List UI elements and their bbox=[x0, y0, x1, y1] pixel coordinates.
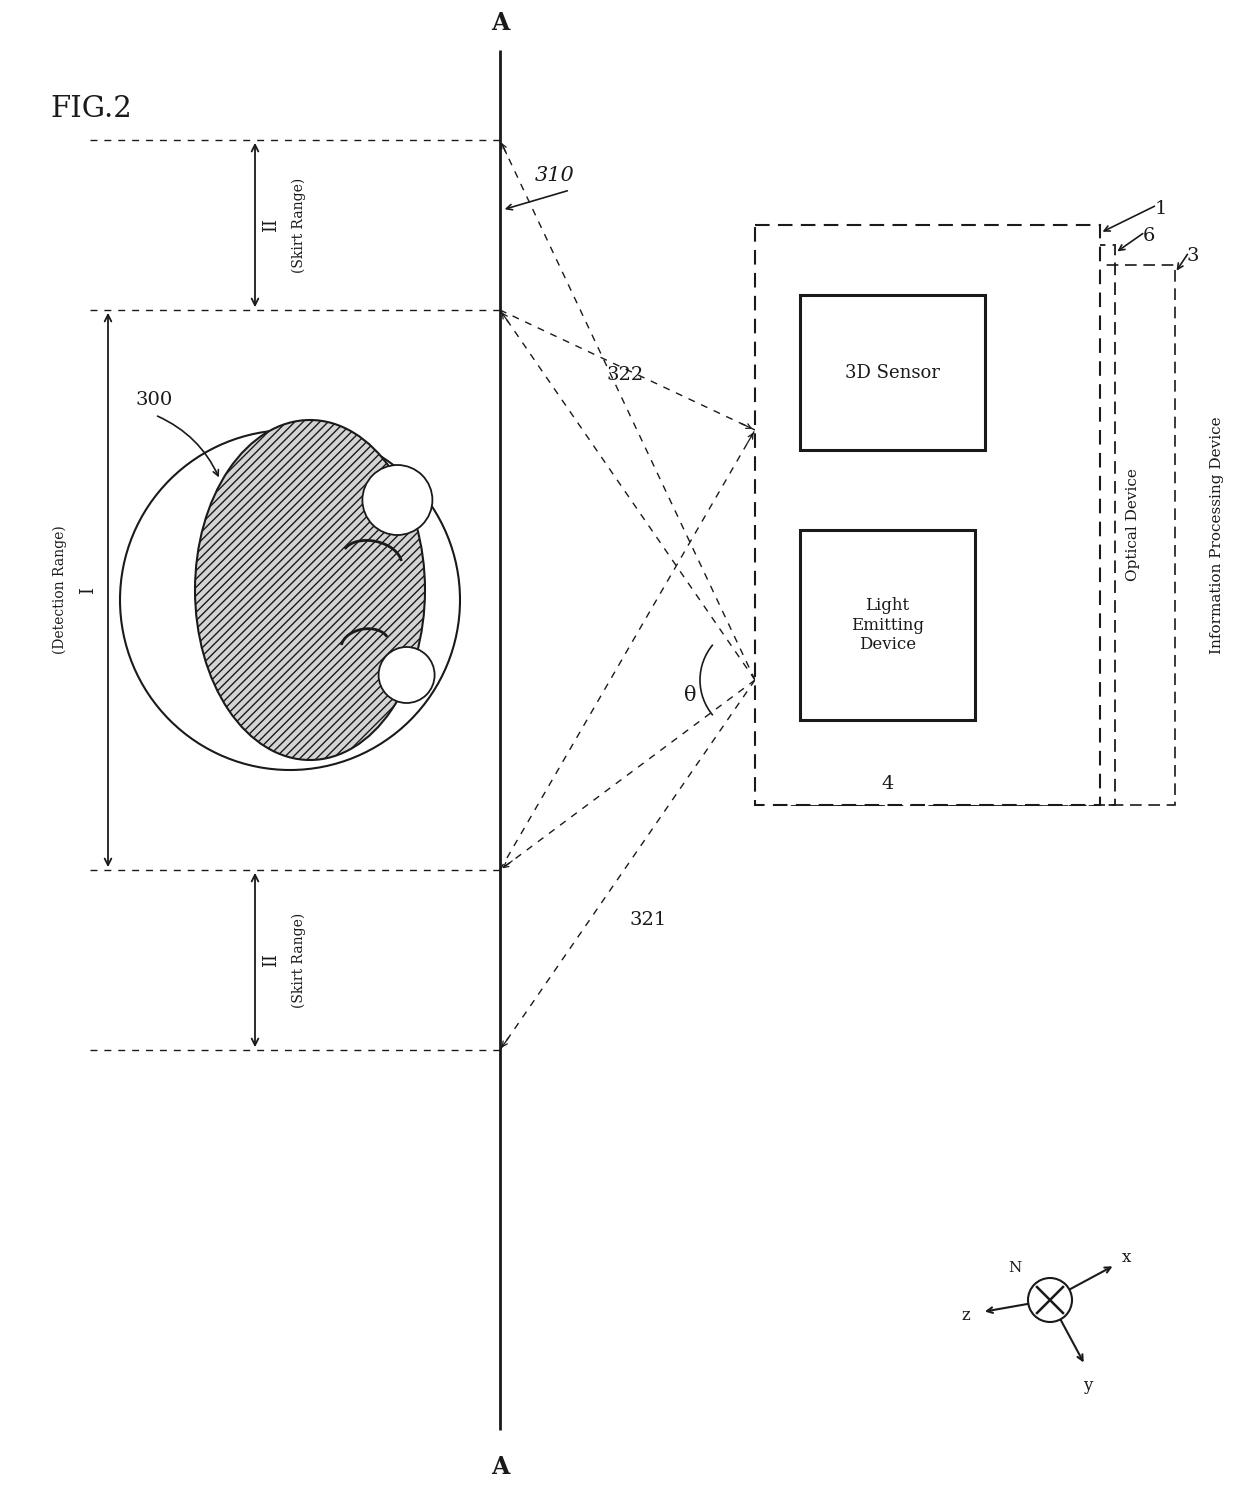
Text: II: II bbox=[262, 952, 280, 967]
Text: Light
Emitting
Device: Light Emitting Device bbox=[851, 597, 924, 653]
Text: 321: 321 bbox=[630, 911, 667, 929]
Text: 322: 322 bbox=[606, 366, 644, 384]
Bar bbox=[800, 295, 985, 449]
Text: (Skirt Range): (Skirt Range) bbox=[291, 177, 306, 272]
Text: FIG.2: FIG.2 bbox=[50, 95, 131, 124]
Circle shape bbox=[378, 647, 434, 702]
Circle shape bbox=[362, 466, 433, 536]
Text: 4: 4 bbox=[882, 775, 894, 793]
Text: (Detection Range): (Detection Range) bbox=[53, 525, 67, 655]
Bar bbox=[800, 530, 975, 720]
Text: I: I bbox=[79, 586, 97, 594]
Text: z: z bbox=[961, 1306, 970, 1323]
Text: x: x bbox=[1122, 1250, 1131, 1266]
Bar bbox=[795, 265, 1176, 805]
Text: θ: θ bbox=[683, 686, 696, 704]
Text: 300: 300 bbox=[135, 391, 172, 409]
Text: A: A bbox=[491, 1455, 510, 1479]
Text: Optical Device: Optical Device bbox=[1126, 469, 1140, 582]
Circle shape bbox=[1028, 1278, 1073, 1321]
Bar bbox=[775, 246, 1115, 805]
Text: A: A bbox=[491, 10, 510, 36]
Text: 310: 310 bbox=[534, 165, 575, 185]
Text: II: II bbox=[262, 219, 280, 232]
Text: N: N bbox=[1008, 1260, 1022, 1275]
Text: (Skirt Range): (Skirt Range) bbox=[291, 912, 306, 1007]
Text: y: y bbox=[1084, 1376, 1092, 1394]
Text: 3D Sensor: 3D Sensor bbox=[846, 363, 940, 381]
Ellipse shape bbox=[195, 420, 425, 760]
Text: 3: 3 bbox=[1187, 247, 1199, 265]
Text: Information Processing Device: Information Processing Device bbox=[1210, 417, 1224, 653]
Bar bbox=[755, 225, 1100, 805]
Text: 1: 1 bbox=[1154, 199, 1167, 219]
Text: 6: 6 bbox=[1143, 228, 1156, 246]
